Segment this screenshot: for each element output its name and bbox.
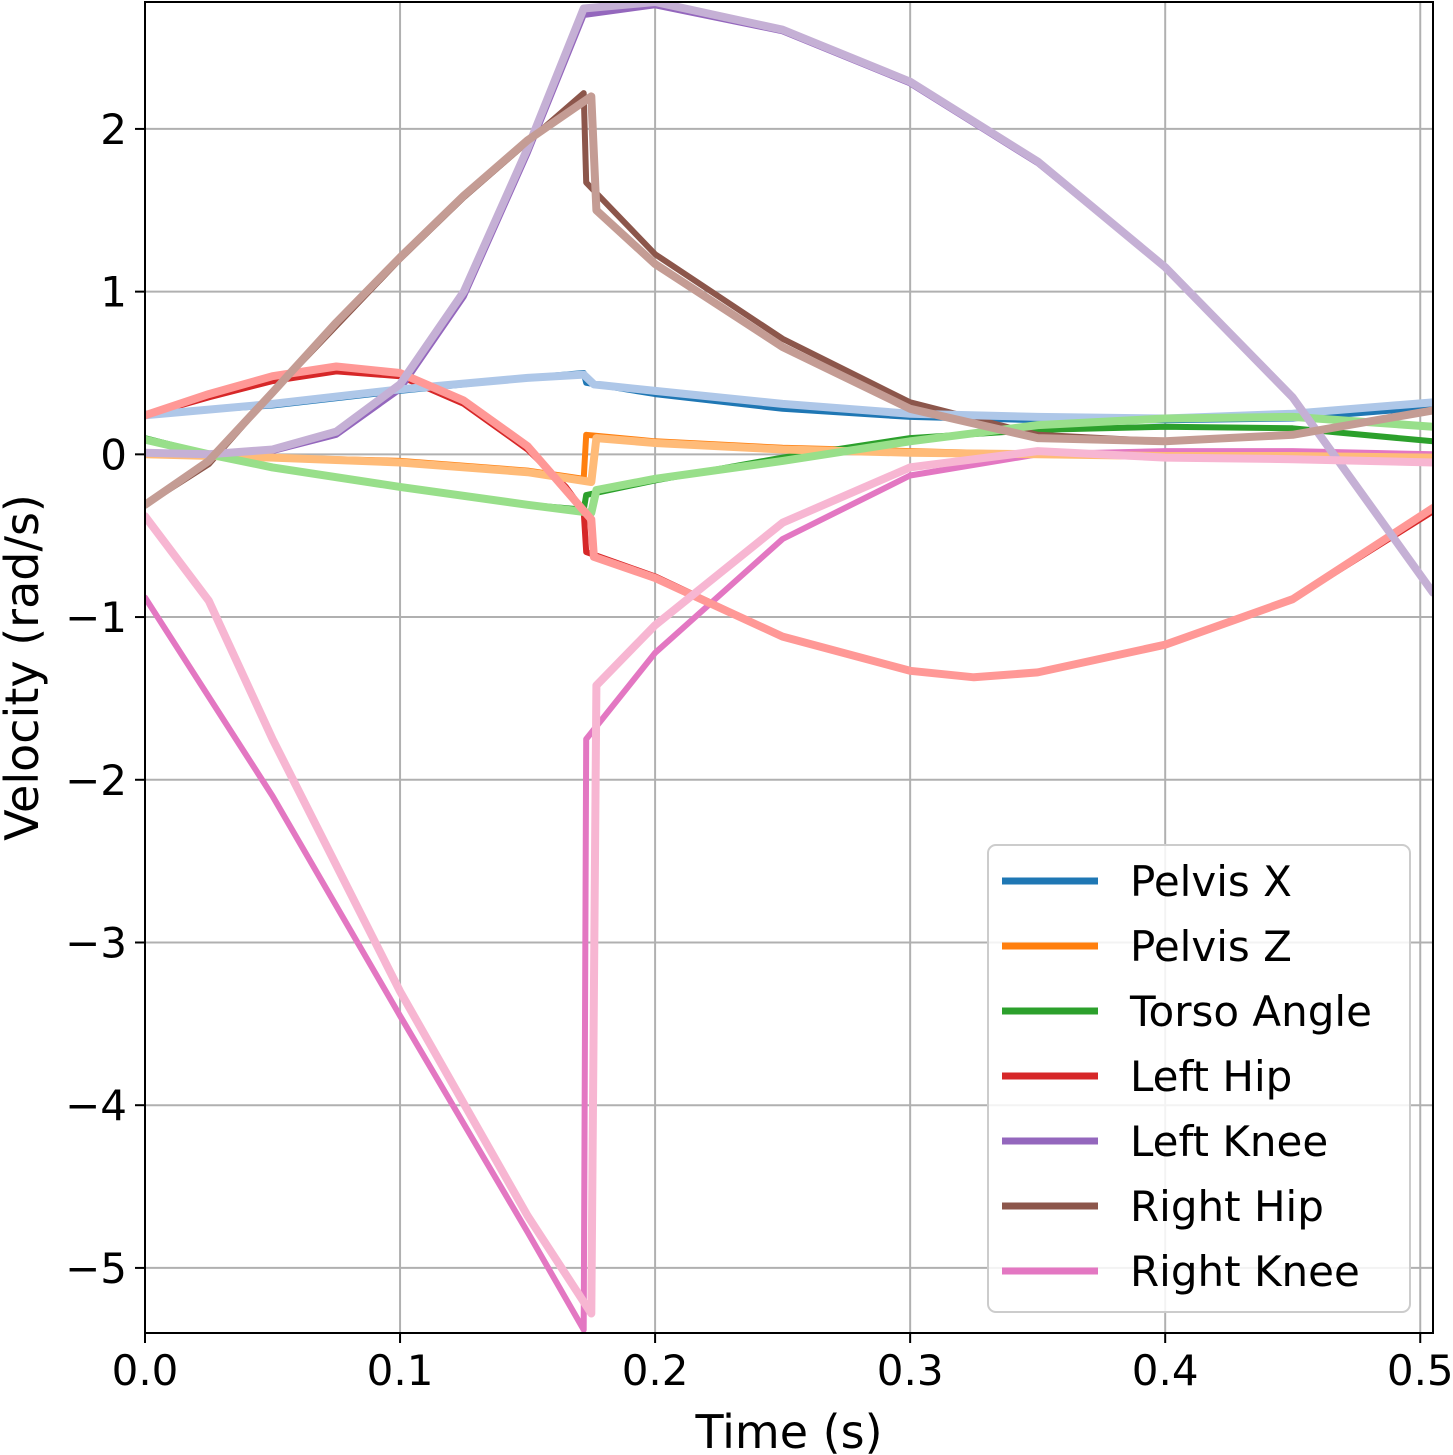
series-line-light-left-hip (145, 362, 1433, 682)
y-axis-label: Velocity (rad/s) (0, 494, 49, 841)
series-line-light-left-knee (145, 2, 1433, 597)
series-line-right-hip (145, 90, 1433, 508)
x-tick-label: 0.3 (877, 1346, 944, 1395)
y-tick-label: −1 (65, 593, 127, 642)
y-tick-label: 2 (100, 105, 127, 154)
series-line-right-knee (145, 448, 1433, 1333)
y-tick-label: −3 (65, 918, 127, 967)
y-tick-label: −4 (65, 1081, 127, 1130)
legend-label: Left Hip (1130, 1052, 1292, 1101)
series-line-light-torso-angle (145, 412, 1433, 517)
plot-frame (144, 1, 1434, 1334)
x-tick-label: 0.0 (112, 1346, 179, 1395)
legend-label: Right Knee (1130, 1247, 1360, 1296)
y-axis-ticks: 2 1 0 −1 −2 −3 −4 −5 (65, 105, 145, 1293)
series-line-light-right-knee (145, 447, 1433, 1318)
x-axis-ticks: 0.0 0.1 0.2 0.3 0.4 0.5 (112, 1333, 1453, 1395)
series-line-light-right-hip (145, 92, 1433, 509)
series-line-left-knee (145, 2, 1433, 596)
legend-label: Right Hip (1130, 1182, 1324, 1231)
legend-box (987, 844, 1411, 1313)
legend-label: Left Knee (1130, 1117, 1328, 1166)
legend-label: Pelvis Z (1130, 922, 1292, 971)
y-tick-label: −2 (65, 756, 127, 805)
legend-label: Torso Angle (1129, 987, 1372, 1036)
x-tick-label: 0.2 (622, 1346, 689, 1395)
y-tick-label: −5 (65, 1244, 127, 1293)
x-tick-label: 0.1 (367, 1346, 434, 1395)
series-lines-light (145, 2, 1433, 1318)
x-tick-label: 0.4 (1132, 1346, 1199, 1395)
y-tick-label: 0 (100, 430, 127, 479)
x-axis-label: Time (s) (694, 1405, 882, 1455)
legend-label: Pelvis X (1130, 857, 1292, 906)
y-tick-label: 1 (100, 268, 127, 317)
x-tick-label: 0.5 (1387, 1346, 1453, 1395)
legend: Pelvis X Pelvis Z Torso Angle Left Hip Left … (987, 844, 1411, 1313)
